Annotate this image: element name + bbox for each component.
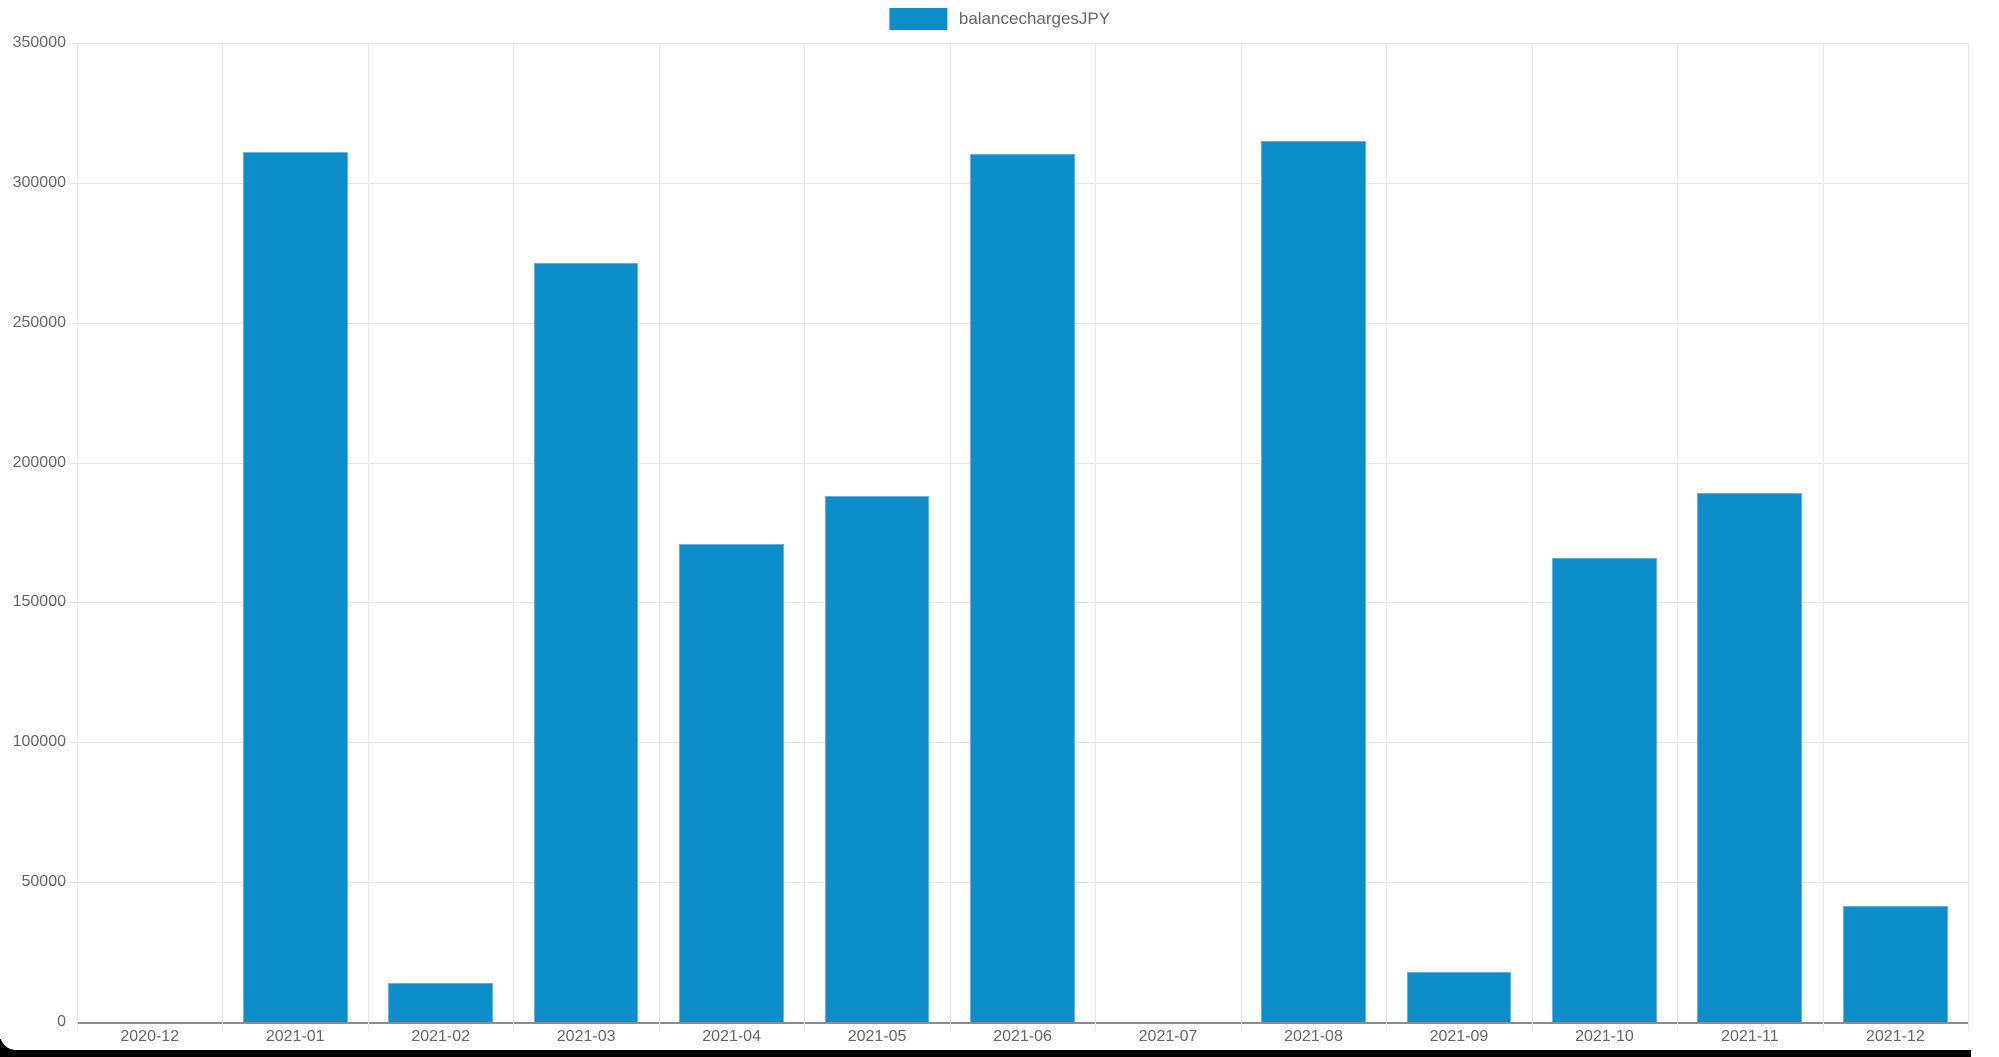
x-tick-label-2021-04: 2021-04 xyxy=(702,1028,761,1045)
plot-area xyxy=(68,43,1969,1031)
bar-2021-11[interactable] xyxy=(1697,493,1803,1022)
h-gridline xyxy=(68,43,1968,44)
y-tick-label: 150000 xyxy=(12,593,66,611)
bar-column-2021-01 xyxy=(222,43,367,1022)
bar-2021-10[interactable] xyxy=(1551,557,1657,1022)
v-gridline xyxy=(1240,43,1242,1031)
x-tick-label-2021-08: 2021-08 xyxy=(1284,1028,1343,1045)
bar-2021-08[interactable] xyxy=(1261,140,1366,1022)
x-tick-label-2021-12: 2021-12 xyxy=(1866,1028,1925,1045)
bar-column-2021-02 xyxy=(368,43,513,1022)
legend-item-balancechargesJPY[interactable]: balancechargesJPY xyxy=(888,8,1111,30)
bar-column-2021-09 xyxy=(1386,43,1531,1022)
bar-column-2021-05 xyxy=(804,43,949,1022)
v-gridline xyxy=(222,43,224,1031)
v-gridline xyxy=(1531,43,1533,1031)
x-tick-label-2021-02: 2021-02 xyxy=(411,1028,471,1045)
bar-column-2021-12 xyxy=(1823,43,1968,1022)
legend-label: balancechargesJPY xyxy=(958,9,1111,28)
y-tick-label: 50000 xyxy=(21,873,67,891)
y-tick-label: 300000 xyxy=(12,173,66,191)
bar-2021-01[interactable] xyxy=(242,152,348,1022)
v-gridline xyxy=(1968,43,1969,1031)
v-gridline xyxy=(658,43,660,1031)
y-tick-label: 350000 xyxy=(12,34,66,51)
v-gridline xyxy=(77,43,78,1031)
x-tick-label-2021-07: 2021-07 xyxy=(1138,1028,1198,1045)
y-axis: 0 50000 100000 150000 200000 250000 300000 3500… xyxy=(0,0,66,1050)
v-gridline xyxy=(513,43,515,1031)
bar-2021-06[interactable] xyxy=(970,153,1075,1022)
v-gridline xyxy=(1386,43,1388,1031)
v-gridline xyxy=(367,43,369,1031)
x-tick-label-2021-06: 2021-06 xyxy=(993,1028,1052,1045)
legend-color-swatch xyxy=(888,8,947,30)
x-tick-label-2021-05: 2021-05 xyxy=(847,1028,907,1045)
x-tick-label-2021-10: 2021-10 xyxy=(1575,1028,1634,1045)
bar-column-2021-06 xyxy=(950,43,1095,1022)
y-tick-label: 250000 xyxy=(12,313,66,331)
x-axis: 2020-12 2021-01 2021-02 2021-03 2021-04 2021-… xyxy=(77,1028,1968,1046)
bar-column-2021-08 xyxy=(1241,43,1386,1022)
bar-2021-12[interactable] xyxy=(1842,905,1948,1022)
bar-2021-04[interactable] xyxy=(679,543,784,1022)
y-tick-label: 0 xyxy=(57,1013,66,1030)
bar-2021-02[interactable] xyxy=(388,982,493,1022)
v-gridline xyxy=(1677,43,1679,1031)
bar-column-2021-11 xyxy=(1677,43,1822,1022)
y-tick-label: 200000 xyxy=(12,453,66,471)
x-tick-label-2021-09: 2021-09 xyxy=(1429,1028,1489,1045)
v-gridline xyxy=(1095,43,1097,1031)
bar-2021-05[interactable] xyxy=(824,496,930,1022)
v-gridline xyxy=(949,43,951,1031)
v-gridline xyxy=(1822,43,1824,1031)
x-tick-label-2021-01: 2021-01 xyxy=(265,1028,325,1045)
bar-column-2021-04 xyxy=(659,43,804,1022)
bar-column-2021-03 xyxy=(513,43,658,1022)
v-gridline xyxy=(804,43,806,1031)
y-tick-label: 100000 xyxy=(12,733,66,751)
bar-2021-09[interactable] xyxy=(1406,971,1512,1022)
bar-column-2020-12 xyxy=(77,43,222,1022)
bar-column-2021-07 xyxy=(1095,43,1240,1022)
bar-2021-03[interactable] xyxy=(533,262,639,1022)
x-tick-label-2021-11: 2021-11 xyxy=(1721,1028,1779,1045)
bar-column-2021-10 xyxy=(1532,43,1677,1022)
x-tick-label-2021-03: 2021-03 xyxy=(556,1028,616,1045)
x-tick-label-2020-12: 2020-12 xyxy=(120,1028,180,1045)
